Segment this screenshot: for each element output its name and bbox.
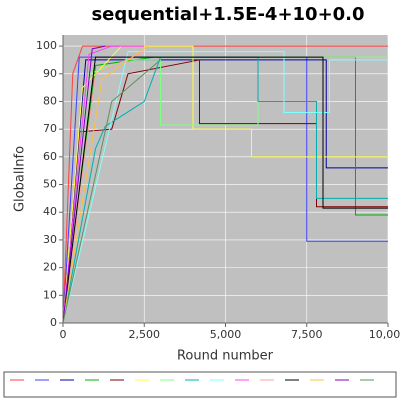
series-line — [62, 45, 145, 324]
y-tick-label: 90 — [43, 67, 57, 80]
y-tick-label: 60 — [43, 150, 57, 163]
y-axis-label: GlobalInfo — [13, 146, 28, 212]
y-tick-label: 40 — [43, 205, 57, 218]
y-tick-label: 70 — [43, 122, 57, 135]
series-line — [62, 51, 388, 324]
series-line — [62, 45, 106, 324]
series-line — [62, 56, 388, 324]
x-tick-label: 5,000 — [210, 328, 242, 341]
y-tick-label: 100 — [36, 39, 57, 52]
series-line — [62, 45, 388, 324]
series-line — [62, 45, 148, 324]
y-tick-label: 30 — [43, 233, 57, 246]
x-tick-label: 10,000 — [369, 328, 400, 341]
y-tick-label: 10 — [43, 288, 57, 301]
y-tick-label: 20 — [43, 261, 57, 274]
series-line — [62, 59, 161, 324]
series-line — [62, 51, 145, 324]
y-tick-label: 0 — [50, 316, 57, 329]
x-tick-label: 0 — [60, 328, 67, 341]
y-tick-label: 80 — [43, 94, 57, 107]
legend — [3, 371, 397, 398]
x-axis-label: Round number — [177, 349, 274, 364]
x-tick-label: 7,500 — [291, 328, 323, 341]
y-tick-label: 50 — [43, 178, 57, 191]
chart-title: sequential+1.5E-4+10+0.0 — [91, 4, 364, 25]
x-tick-label: 2,500 — [129, 328, 161, 341]
